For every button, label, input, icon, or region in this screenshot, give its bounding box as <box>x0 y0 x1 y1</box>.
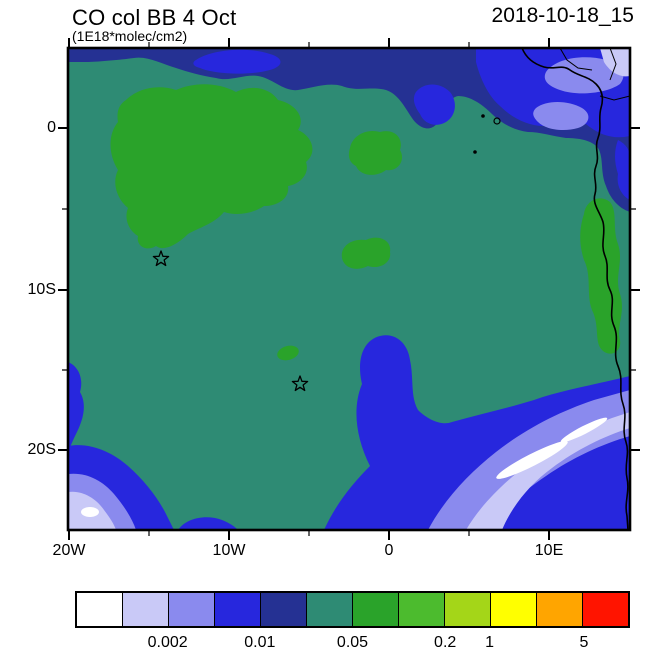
border-line-2 <box>609 48 617 81</box>
colorbar-cell <box>214 593 260 626</box>
north-patch-bright-blue-1 <box>193 49 281 74</box>
right-edge-blue-sliver <box>615 140 630 200</box>
colorbar-cell <box>122 593 168 626</box>
minor-ticks <box>62 42 636 536</box>
island-circle <box>493 117 501 125</box>
green-patch-mid <box>348 130 403 175</box>
southwest-white-spot <box>81 507 99 517</box>
border-line-3 <box>599 95 630 101</box>
colorbar-cell <box>352 593 398 626</box>
colorbar-cell <box>444 593 490 626</box>
island-dot-2 <box>473 150 477 154</box>
plot-border <box>66 46 632 532</box>
colorbar-cell <box>398 593 444 626</box>
timestamp-label: 2018-10-18_15 <box>491 4 634 27</box>
northeast-periwinkle-1 <box>544 57 624 94</box>
colorbar-cell <box>536 593 582 626</box>
plot-units-subtitle: (1E18*molec/cm2) <box>72 28 188 44</box>
coastline <box>521 48 629 530</box>
north-patch-bright-blue-2 <box>413 84 455 125</box>
south-edge-blue-bump <box>178 517 238 530</box>
colorbar-tick-label: 1 <box>485 634 495 651</box>
colorbar-tick-label: 0.01 <box>244 634 276 651</box>
colorbar-labels: 0.002 0.01 0.05 0.2 1 5 <box>75 634 630 654</box>
colorbar-cell <box>490 593 536 626</box>
green-patch-center <box>341 237 391 269</box>
colorbar-cell <box>168 593 214 626</box>
colorbar <box>75 591 630 628</box>
star-marker-1 <box>152 250 170 267</box>
green-plume-main <box>110 84 313 249</box>
colorbar-tick-label: 5 <box>579 634 589 651</box>
southeast-swath-lavender <box>466 412 630 530</box>
star-marker-2 <box>291 375 309 392</box>
x-tick-label-20w: 20W <box>52 542 86 559</box>
major-ticks <box>58 38 640 540</box>
border-line-1 <box>559 48 593 71</box>
x-tick-label-0: 0 <box>384 542 394 559</box>
colorbar-tick-label: 0.002 <box>147 634 188 651</box>
x-tick-label-10e: 10E <box>534 542 564 559</box>
green-dot-small <box>277 345 299 361</box>
colorbar-cell <box>306 593 352 626</box>
southeast-white-streak-2 <box>560 417 608 443</box>
colorbar-tick-label: 0.05 <box>336 634 369 651</box>
southeast-swath-blue <box>324 335 630 530</box>
colorbar-tick-label: 0.2 <box>434 634 457 651</box>
colorbar-cell <box>582 593 628 626</box>
west-edge-blue-sliver <box>68 362 84 452</box>
northeast-periwinkle-2 <box>533 102 589 130</box>
plot-title: CO col BB 4 Oct <box>72 5 237 30</box>
x-tick-label-10w: 10W <box>212 542 246 559</box>
y-tick-label-0: 0 <box>47 119 56 136</box>
colorbar-cell <box>260 593 306 626</box>
colorbar-cell <box>77 593 122 626</box>
y-tick-label-10s: 10S <box>27 281 56 298</box>
y-tick-label-20s: 20S <box>27 441 56 458</box>
island-dot-1 <box>481 114 485 118</box>
southeast-white-streak-1 <box>496 441 568 479</box>
